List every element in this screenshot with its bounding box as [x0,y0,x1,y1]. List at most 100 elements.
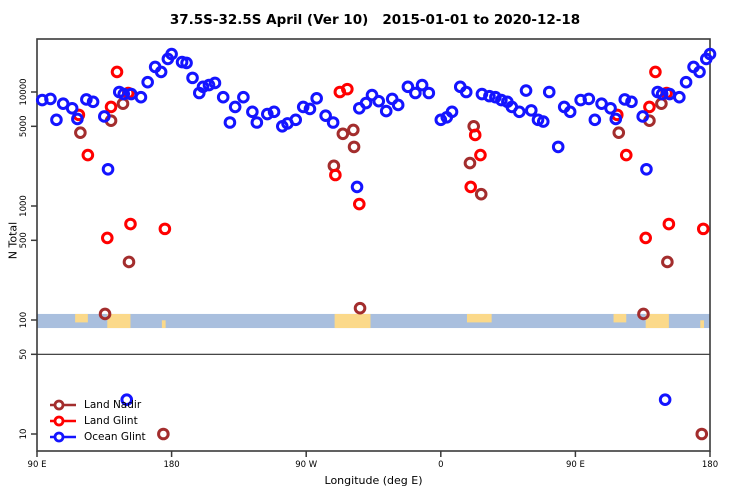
map-band-land [645,313,669,329]
legend-item-land-glint: Land Glint [48,413,146,428]
data-point-land-nadir [122,255,136,269]
data-point-ocean-glint [542,85,556,99]
data-point-ocean-glint [640,162,653,176]
map-band-land [613,313,627,323]
data-point-ocean-glint [604,101,617,115]
data-point-land-glint [81,148,95,162]
data-point-ocean-glint [415,78,429,92]
data-point-ocean-glint [379,104,393,118]
data-point-ocean-glint [350,180,364,194]
data-point-ocean-glint [310,92,323,105]
y-tick-label: 10 [19,429,29,440]
data-point-ocean-glint [223,116,237,129]
data-point-ocean-glint [495,93,508,107]
data-point-ocean-glint [563,105,577,119]
legend-symbol-land-nadir [50,399,76,410]
data-point-ocean-glint [120,393,134,406]
data-point-land-glint [329,168,342,182]
data-point-land-nadir [116,97,130,110]
data-point-ocean-glint [513,105,526,119]
data-point-ocean-glint [326,116,340,129]
map-band-land [107,313,131,329]
data-point-ocean-glint [134,90,148,104]
data-point-ocean-glint [237,90,250,104]
data-point-ocean-glint [365,88,379,102]
data-point-ocean-glint [655,87,669,101]
data-point-land-glint [649,65,662,79]
x-tick-label: 180 [163,460,179,470]
data-point-land-nadir [353,301,367,315]
data-point-ocean-glint [117,87,131,101]
data-point-land-glint [464,180,478,194]
x-axis-title: Longitude (deg E) [324,474,423,487]
data-point-ocean-glint [693,65,706,79]
data-point-land-glint [104,100,118,114]
legend-symbol-land-glint [50,415,76,426]
data-point-ocean-glint [519,84,533,97]
plot-border [36,38,711,452]
data-point-land-nadir [474,187,488,201]
y-tick-label: 5000 [19,115,29,137]
data-point-ocean-glint [202,78,216,92]
data-point-ocean-glint [409,86,422,100]
y-tick-label: 50 [19,349,29,360]
data-point-land-nadir [661,255,674,269]
data-point-ocean-glint [588,113,602,127]
data-point-ocean-glint [609,112,623,126]
data-point-land-nadir [74,126,87,139]
data-point-ocean-glint [483,89,496,103]
map-band-land [75,313,88,323]
data-point-ocean-glint [50,113,63,127]
data-point-ocean-glint [679,75,693,89]
data-point-ocean-glint [658,393,672,406]
data-point-ocean-glint [359,96,373,110]
legend-label: Ocean Glint [84,430,146,443]
data-point-ocean-glint [703,47,717,61]
data-point-ocean-glint [65,101,79,115]
data-point-ocean-glint [636,110,650,123]
map-band-ocean [37,313,710,329]
data-point-land-glint [696,222,710,236]
data-point-land-glint [124,217,137,231]
data-point-ocean-glint [401,80,415,94]
map-band-land [161,320,166,329]
data-point-ocean-glint [98,110,111,123]
legend-item-land-nadir: Land Nadir [48,397,146,412]
data-point-ocean-glint [319,109,332,122]
data-point-ocean-glint [391,98,405,112]
x-tick-label: 90 W [295,460,318,470]
legend-symbol-ocean-glint [50,431,76,442]
data-point-ocean-glint [180,56,193,70]
data-point-ocean-glint [303,102,317,116]
data-point-ocean-glint [663,87,676,101]
data-point-ocean-glint [296,100,310,114]
chart-title: 37.5S-32.5S April (Ver 10) 2015-01-01 to… [169,12,581,28]
data-point-ocean-glint [101,162,115,176]
data-point-ocean-glint [154,65,168,79]
data-point-ocean-glint [267,105,281,119]
data-point-ocean-glint [216,90,230,104]
data-point-land-glint [643,100,656,114]
x-tick-label: 0 [438,460,443,470]
data-point-ocean-glint [80,93,93,106]
data-point-land-nadir [347,123,360,137]
data-point-land-nadir [347,140,361,154]
data-point-ocean-glint [673,90,686,104]
data-point-ocean-glint [372,94,386,108]
data-point-land-nadir [655,97,668,110]
y-tick-label: 1000 [19,195,29,217]
data-point-land-nadir [98,307,112,321]
legend: Land Nadir Land Glint Ocean Glint [48,397,146,444]
data-point-land-glint [341,82,354,96]
data-point-ocean-glint [71,112,84,126]
y-tick-label: 10000 [19,78,29,105]
y-tick-label: 100 [19,312,29,328]
data-point-land-nadir [695,427,709,441]
data-point-ocean-glint [289,113,303,127]
data-point-ocean-glint [475,87,489,101]
y-tick-label: 500 [19,232,29,248]
data-point-ocean-glint [44,92,57,106]
data-point-ocean-glint [434,113,448,127]
